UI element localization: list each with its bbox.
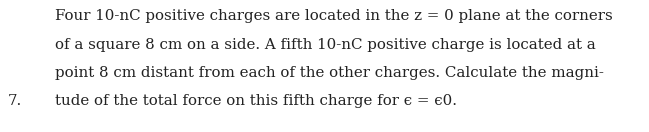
Text: point 8 cm distant from each of the other charges. Calculate the magni-: point 8 cm distant from each of the othe… [55, 66, 604, 80]
Text: tude of the total force on this fifth charge for ϵ = ϵ0.: tude of the total force on this fifth ch… [55, 94, 457, 108]
Text: of a square 8 cm on a side. A fifth 10-nC positive charge is located at a: of a square 8 cm on a side. A fifth 10-n… [55, 38, 596, 52]
Text: 7.: 7. [8, 94, 22, 108]
Text: Four 10-nC positive charges are located in the z = 0 plane at the corners: Four 10-nC positive charges are located … [55, 9, 613, 23]
